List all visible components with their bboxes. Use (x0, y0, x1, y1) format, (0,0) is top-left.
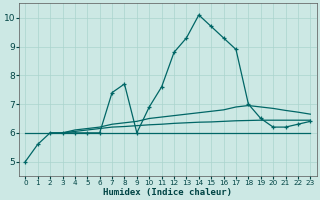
X-axis label: Humidex (Indice chaleur): Humidex (Indice chaleur) (103, 188, 232, 197)
